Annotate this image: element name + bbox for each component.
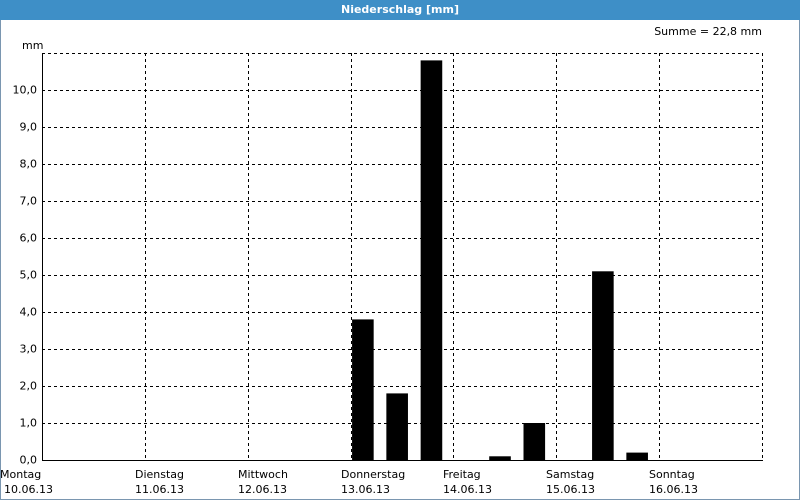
- bar: [420, 60, 443, 461]
- bar: [489, 456, 511, 460]
- title-bar: [0, 0, 800, 20]
- y-tick-label: 2,0: [20, 380, 38, 393]
- x-date-label: 12.06.13: [238, 483, 287, 496]
- bar: [592, 271, 614, 460]
- x-date-label: 16.06.13: [649, 483, 698, 496]
- y-tick-label: 10,0: [13, 84, 38, 97]
- y-tick-label: 4,0: [20, 306, 38, 319]
- x-date-label: 11.06.13: [135, 483, 184, 496]
- y-tick-label: 5,0: [20, 269, 38, 282]
- x-date-label: 10.06.13: [4, 483, 53, 496]
- y-tick-label: 3,0: [20, 343, 38, 356]
- y-unit: mm: [22, 39, 43, 52]
- y-tick-label: 9,0: [20, 121, 38, 134]
- y-tick-label: 8,0: [20, 158, 38, 171]
- y-tick-label: 7,0: [20, 195, 38, 208]
- y-tick-label: 6,0: [20, 232, 38, 245]
- x-date-label: 15.06.13: [546, 483, 595, 496]
- x-day-label: Montag: [0, 468, 41, 481]
- y-tick-label: 1,0: [20, 417, 38, 430]
- x-day-label: Sonntag: [649, 468, 695, 481]
- x-day-label: Mittwoch: [238, 468, 288, 481]
- bar: [352, 319, 374, 460]
- y-tick-label: 0,0: [20, 454, 38, 467]
- x-day-label: Freitag: [443, 468, 481, 481]
- chart-title: Niederschlag [mm]: [341, 3, 459, 16]
- bar: [626, 452, 648, 460]
- bar: [386, 393, 408, 460]
- x-day-label: Samstag: [546, 468, 594, 481]
- x-date-label: 13.06.13: [341, 483, 390, 496]
- x-day-label: Donnerstag: [341, 468, 405, 481]
- bar: [523, 423, 546, 460]
- x-date-label: 14.06.13: [443, 483, 492, 496]
- x-day-label: Dienstag: [135, 468, 184, 481]
- sum-annotation: Summe = 22,8 mm: [654, 25, 762, 38]
